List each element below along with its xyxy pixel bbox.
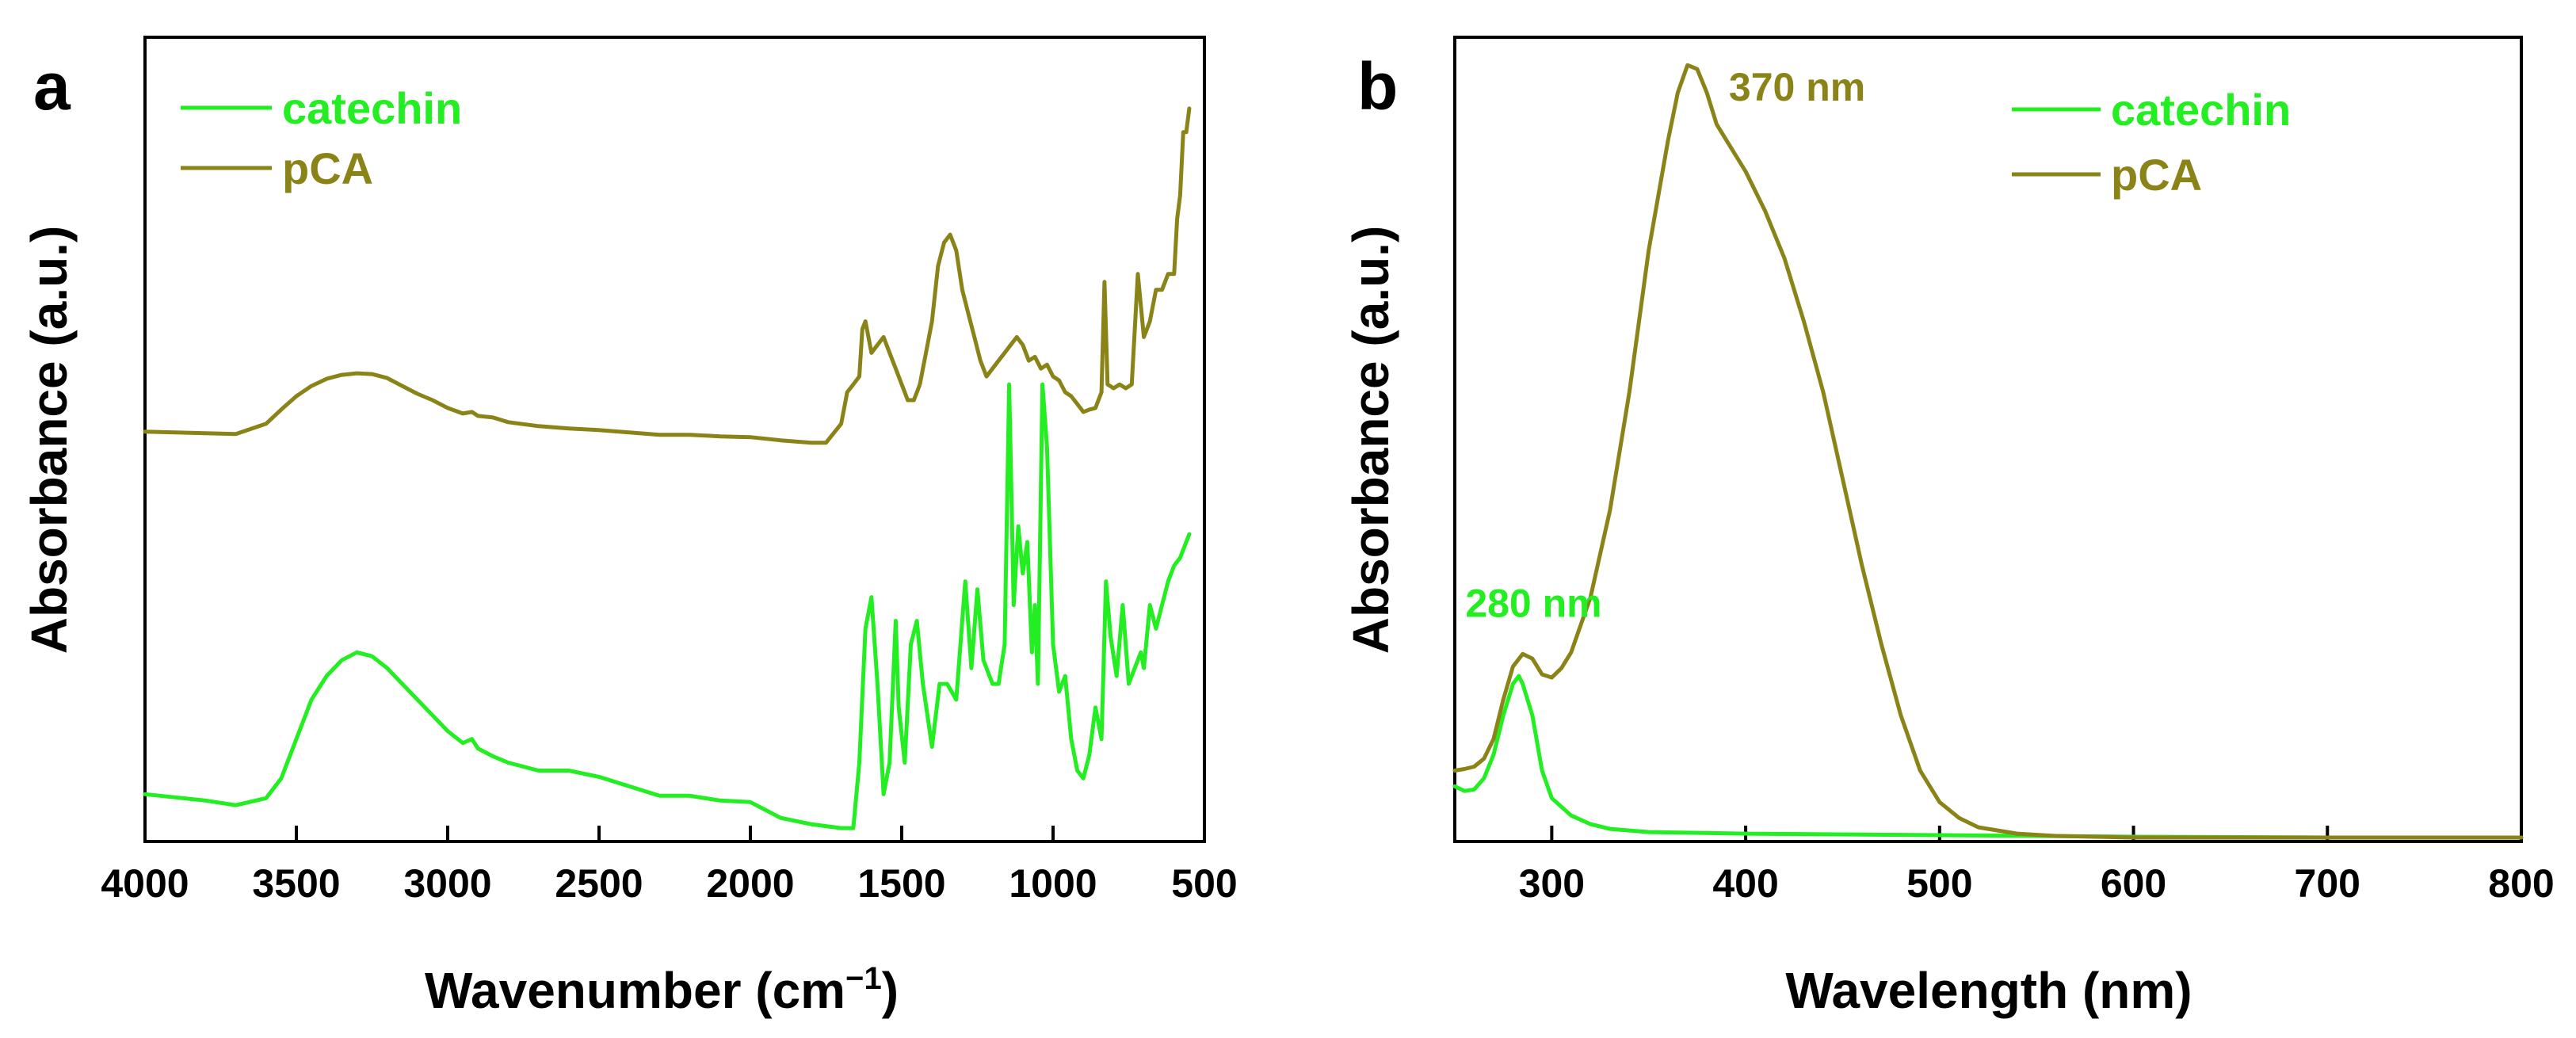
x-tick-label: 3500 xyxy=(252,861,340,906)
panel-b-legend: catechin pCA xyxy=(2012,85,2291,200)
panel-b-plot-frame xyxy=(1453,36,2523,843)
panel-b-uvvis-chart: b 300 400 500 600 700 800 370 nm 280 nm catech… xyxy=(1342,36,2555,1019)
panel-a-ftir-chart: a 4000 3500 3000 2500 2000 1500 1000 500 catech… xyxy=(21,36,1238,1019)
series-line-catechin xyxy=(1452,674,2524,840)
legend-label-pca: pCA xyxy=(282,143,373,193)
panel-a-letter: a xyxy=(33,49,71,124)
x-tick-label: 300 xyxy=(1519,861,1585,906)
panel-a-x-ticks: 4000 3500 3000 2500 2000 1500 1000 500 xyxy=(101,826,1238,906)
series-line-catechin xyxy=(143,382,1192,830)
panel-b-x-ticks: 300 400 500 600 700 800 xyxy=(1519,826,2555,906)
panel-b-x-axis-title: Wavelength (nm) xyxy=(1785,962,2192,1019)
x-tick-label: 400 xyxy=(1712,861,1778,906)
series-line-pca xyxy=(143,106,1192,445)
legend-label-catechin: catechin xyxy=(282,83,462,133)
legend-label-catechin: catechin xyxy=(2111,85,2291,135)
panel-a-plot-frame xyxy=(143,36,1206,843)
x-tick-label: 3000 xyxy=(403,861,491,906)
x-tick-label: 600 xyxy=(2101,861,2166,906)
panel-a-x-axis-title: Wavenumber (cm−1) xyxy=(425,961,899,1019)
x-tick-label: 1500 xyxy=(857,861,945,906)
x-tick-label: 500 xyxy=(1171,861,1237,906)
panel-b-y-axis-title: Absorbance (a.u.) xyxy=(1342,226,1399,654)
x-axis-title-end: ) xyxy=(882,962,899,1019)
x-tick-label: 1000 xyxy=(1009,861,1097,906)
x-tick-label: 500 xyxy=(1906,861,1972,906)
panel-b-annotations: 370 nm 280 nm xyxy=(1465,65,1865,625)
panel-a-series xyxy=(143,106,1192,830)
panel-b-series xyxy=(1452,63,2524,840)
panel-b-letter: b xyxy=(1357,49,1398,124)
x-axis-title-main: Wavenumber (cm xyxy=(425,962,845,1019)
x-tick-label: 800 xyxy=(2488,861,2554,906)
x-tick-label: 2500 xyxy=(555,861,643,906)
x-axis-title-superscript: −1 xyxy=(845,961,882,996)
panel-a-y-axis-title: Absorbance (a.u.) xyxy=(21,226,78,654)
panel-a-legend: catechin pCA xyxy=(181,83,462,193)
peak-annotation: 280 nm xyxy=(1465,581,1601,625)
x-tick-label: 4000 xyxy=(101,861,189,906)
series-line-pca xyxy=(1452,63,2524,840)
legend-label-pca: pCA xyxy=(2111,150,2202,200)
x-tick-label: 2000 xyxy=(706,861,794,906)
x-tick-label: 700 xyxy=(2295,861,2360,906)
peak-annotation: 370 nm xyxy=(1729,65,1865,109)
